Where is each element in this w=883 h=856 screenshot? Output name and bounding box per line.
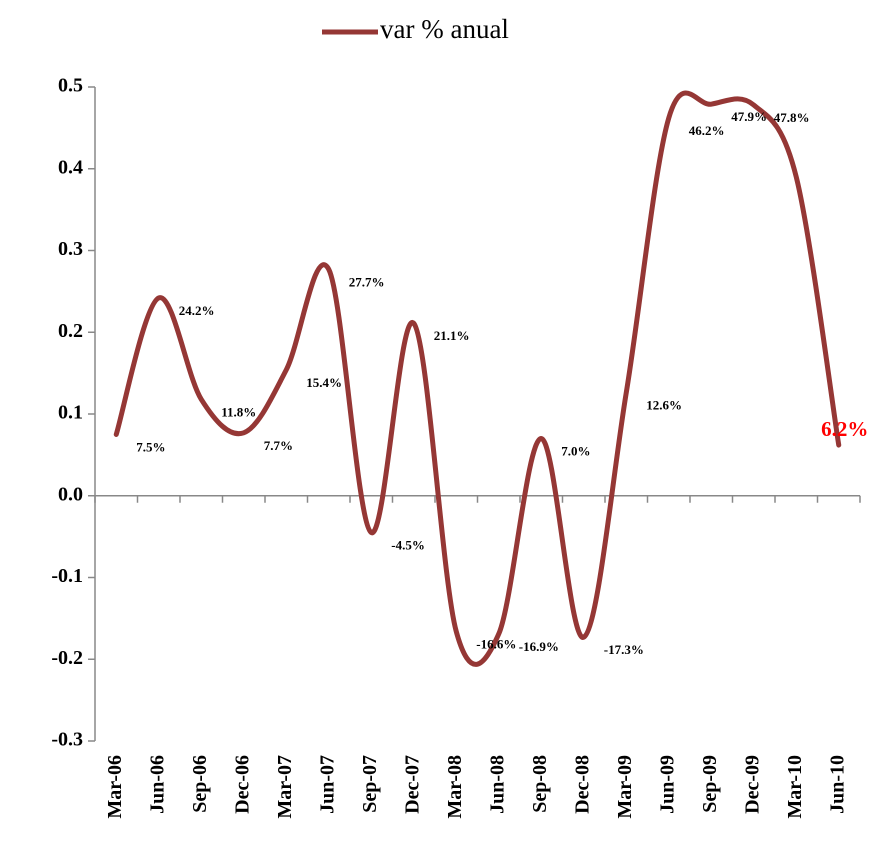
y-tick-label: 0.4 (58, 156, 83, 178)
x-tick-label: Dec-06 (231, 755, 253, 814)
data-label: 21.1% (434, 328, 470, 343)
data-label: 15.4% (306, 375, 342, 390)
data-label: 12.6% (646, 398, 682, 413)
data-label: 11.8% (221, 404, 256, 419)
data-label: 47.8% (774, 110, 810, 125)
x-tick-label: Mar-10 (784, 755, 806, 819)
y-tick-label: 0.0 (58, 483, 83, 505)
data-label: 46.2% (689, 123, 725, 138)
x-tick-label: Sep-06 (189, 755, 211, 813)
x-tick-label: Mar-07 (274, 755, 296, 819)
x-tick-label: Jun-08 (486, 755, 508, 814)
x-tick-label: Jun-06 (146, 755, 168, 814)
x-tick-label: Sep-09 (699, 755, 721, 813)
data-label: -16.9% (519, 639, 559, 654)
legend-label: var % anual (380, 14, 509, 44)
x-tick-label: Dec-08 (571, 755, 593, 814)
data-label: -4.5% (391, 538, 425, 553)
data-label: 47.9% (731, 109, 767, 124)
data-label: -16.6% (476, 636, 516, 651)
data-label: 24.2% (179, 303, 215, 318)
x-tick-label: Jun-09 (656, 755, 678, 814)
x-tick-label: Dec-09 (741, 755, 763, 814)
x-tick-label: Sep-07 (359, 755, 381, 813)
y-tick-label: -0.3 (51, 729, 83, 751)
data-label: 7.7% (264, 438, 293, 453)
y-tick-label: 0.1 (58, 402, 83, 424)
data-label: 7.0% (561, 444, 590, 459)
x-tick-label: Mar-06 (104, 755, 126, 819)
x-tick-label: Jun-10 (826, 755, 848, 814)
y-tick-label: -0.2 (51, 647, 83, 669)
y-tick-label: 0.3 (58, 238, 83, 260)
data-label: 27.7% (349, 274, 385, 289)
y-tick-label: 0.5 (58, 75, 83, 97)
y-tick-label: 0.2 (58, 320, 83, 342)
x-tick-label: Mar-09 (614, 755, 636, 819)
x-tick-label: Jun-07 (316, 755, 338, 814)
x-tick-label: Mar-08 (444, 755, 466, 819)
x-tick-label: Dec-07 (401, 755, 423, 814)
data-label: 7.5% (136, 439, 165, 454)
data-label: 6.2% (821, 417, 868, 441)
data-label: -17.3% (604, 642, 644, 657)
x-tick-label: Sep-08 (529, 755, 551, 813)
y-tick-label: -0.1 (51, 565, 83, 587)
series-line (113, 90, 842, 667)
